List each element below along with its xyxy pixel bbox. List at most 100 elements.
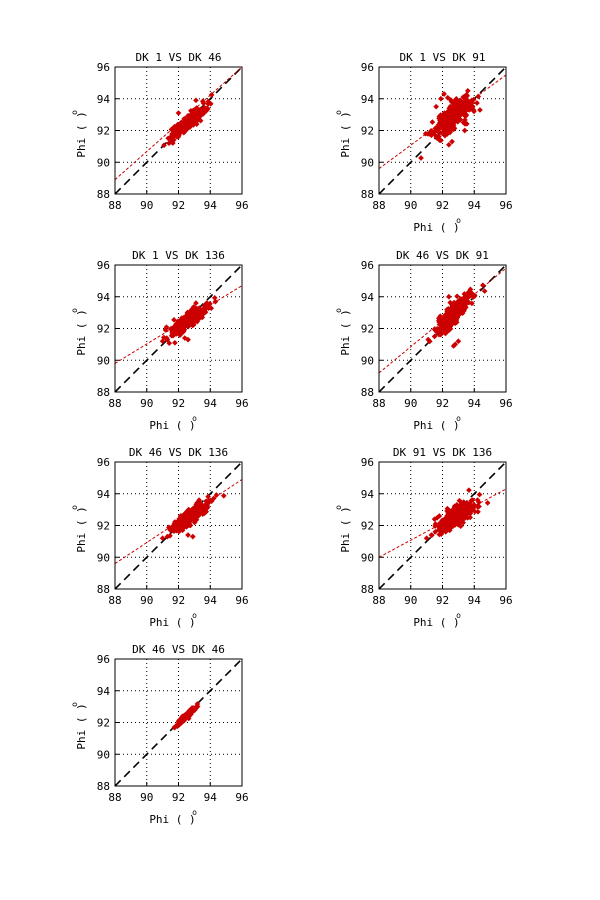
data-point — [476, 491, 483, 498]
chart-title: DK 46 VS DK 136 — [129, 446, 228, 459]
plot-frame — [114, 658, 243, 787]
data-point — [458, 111, 465, 117]
data-point — [166, 140, 172, 147]
data-point — [476, 503, 482, 510]
y-axis-label-superscript: o — [70, 702, 79, 707]
plot-frame — [378, 461, 507, 590]
data-point — [196, 497, 202, 503]
data-point — [438, 114, 444, 120]
data-point — [432, 521, 439, 527]
data-point — [431, 516, 438, 522]
data-point — [446, 508, 452, 514]
data-point — [453, 319, 460, 326]
x-axis-label: Phi ( ) — [149, 813, 195, 826]
plot-area — [115, 462, 242, 589]
data-point — [437, 330, 444, 337]
chart-title: DK 1 VS DK 91 — [399, 51, 485, 64]
y-tick-label: 90 — [97, 354, 110, 367]
y-tick-label: 88 — [361, 583, 374, 596]
y-axis-label-superscript: o — [70, 110, 79, 115]
data-point — [193, 501, 200, 508]
y-tick-label: 92 — [97, 125, 110, 138]
y-tick-label: 92 — [97, 323, 110, 336]
y-axis-label: Phi ( ) — [75, 111, 88, 157]
data-point — [433, 103, 439, 110]
scatter-panel: DK 1 VS DK 46 88 90 92 94 96 88 90 92 94 96 Phi ( )… — [70, 51, 249, 212]
data-point — [462, 117, 468, 123]
data-point — [456, 100, 463, 107]
identity-line — [379, 67, 506, 194]
x-tick-label: 90 — [404, 594, 417, 607]
y-tick-label: 92 — [361, 323, 374, 336]
data-point — [193, 505, 199, 511]
data-point — [220, 492, 227, 499]
data-point — [173, 331, 179, 337]
plot-area — [115, 659, 242, 786]
data-point — [461, 127, 468, 134]
x-axis-label: Phi ( ) — [413, 419, 459, 432]
y-axis-label: Phi ( ) — [75, 703, 88, 749]
data-point — [429, 119, 436, 125]
y-axis-label-group: Phi ( )o — [70, 110, 88, 158]
y-tick-label: 92 — [361, 125, 374, 138]
chart-title: DK 91 VS DK 136 — [393, 446, 492, 459]
data-point — [428, 132, 435, 139]
data-point — [193, 300, 199, 306]
data-point — [432, 528, 439, 535]
y-tick-label: 94 — [361, 93, 375, 106]
y-axis-label: Phi ( ) — [339, 506, 352, 552]
data-point — [178, 128, 185, 135]
data-point — [182, 713, 189, 720]
data-point — [208, 305, 215, 312]
data-point — [439, 517, 446, 524]
scatter-panel: DK 46 VS DK 91 88 90 92 94 96 88 90 92 94 96 Phi ( … — [334, 249, 513, 432]
data-point — [195, 510, 202, 517]
x-tick-label: 92 — [172, 791, 185, 804]
plot-area — [379, 265, 506, 392]
data-point — [444, 94, 451, 101]
data-point — [446, 317, 452, 324]
y-axis-label-group: Phi ( )o — [334, 308, 352, 356]
data-point — [172, 339, 178, 346]
data-point — [447, 520, 454, 527]
data-point — [456, 521, 462, 527]
y-axis-label-group: Phi ( )o — [334, 110, 352, 158]
data-point — [462, 514, 469, 521]
data-point — [208, 92, 215, 98]
data-point — [203, 508, 210, 515]
chart-title: DK 1 VS DK 46 — [135, 51, 221, 64]
data-point — [159, 535, 166, 542]
x-tick-label: 96 — [235, 199, 248, 212]
x-tick-label: 94 — [468, 199, 482, 212]
data-point — [452, 522, 458, 528]
data-point — [196, 114, 202, 121]
data-point — [171, 527, 178, 534]
y-tick-label: 96 — [97, 259, 110, 272]
x-tick-label: 96 — [499, 594, 512, 607]
data-point — [446, 293, 452, 300]
data-point — [456, 305, 462, 312]
data-point — [175, 721, 182, 727]
data-point — [173, 327, 180, 334]
x-tick-label: 90 — [140, 397, 153, 410]
data-point — [452, 341, 459, 348]
data-point — [466, 487, 472, 494]
plot-area — [379, 462, 506, 589]
x-tick-label: 96 — [499, 397, 512, 410]
data-point — [441, 110, 448, 116]
y-axis-label-superscript: o — [334, 308, 343, 313]
x-tick-label: 92 — [172, 397, 185, 410]
y-tick-label: 94 — [97, 291, 111, 304]
data-point — [193, 97, 199, 104]
x-axis-label-superscript: o — [192, 611, 197, 620]
data-point — [481, 288, 488, 294]
y-tick-label: 94 — [97, 685, 111, 698]
y-tick-label: 90 — [361, 156, 374, 169]
data-point — [190, 319, 196, 325]
x-tick-label: 96 — [235, 791, 248, 804]
scatter-panel: DK 1 VS DK 136 88 90 92 94 96 88 90 92 94 96 Phi ( … — [70, 249, 249, 432]
data-point — [446, 109, 453, 115]
data-point — [446, 141, 452, 148]
data-point — [475, 93, 482, 100]
x-tick-label: 96 — [235, 397, 248, 410]
